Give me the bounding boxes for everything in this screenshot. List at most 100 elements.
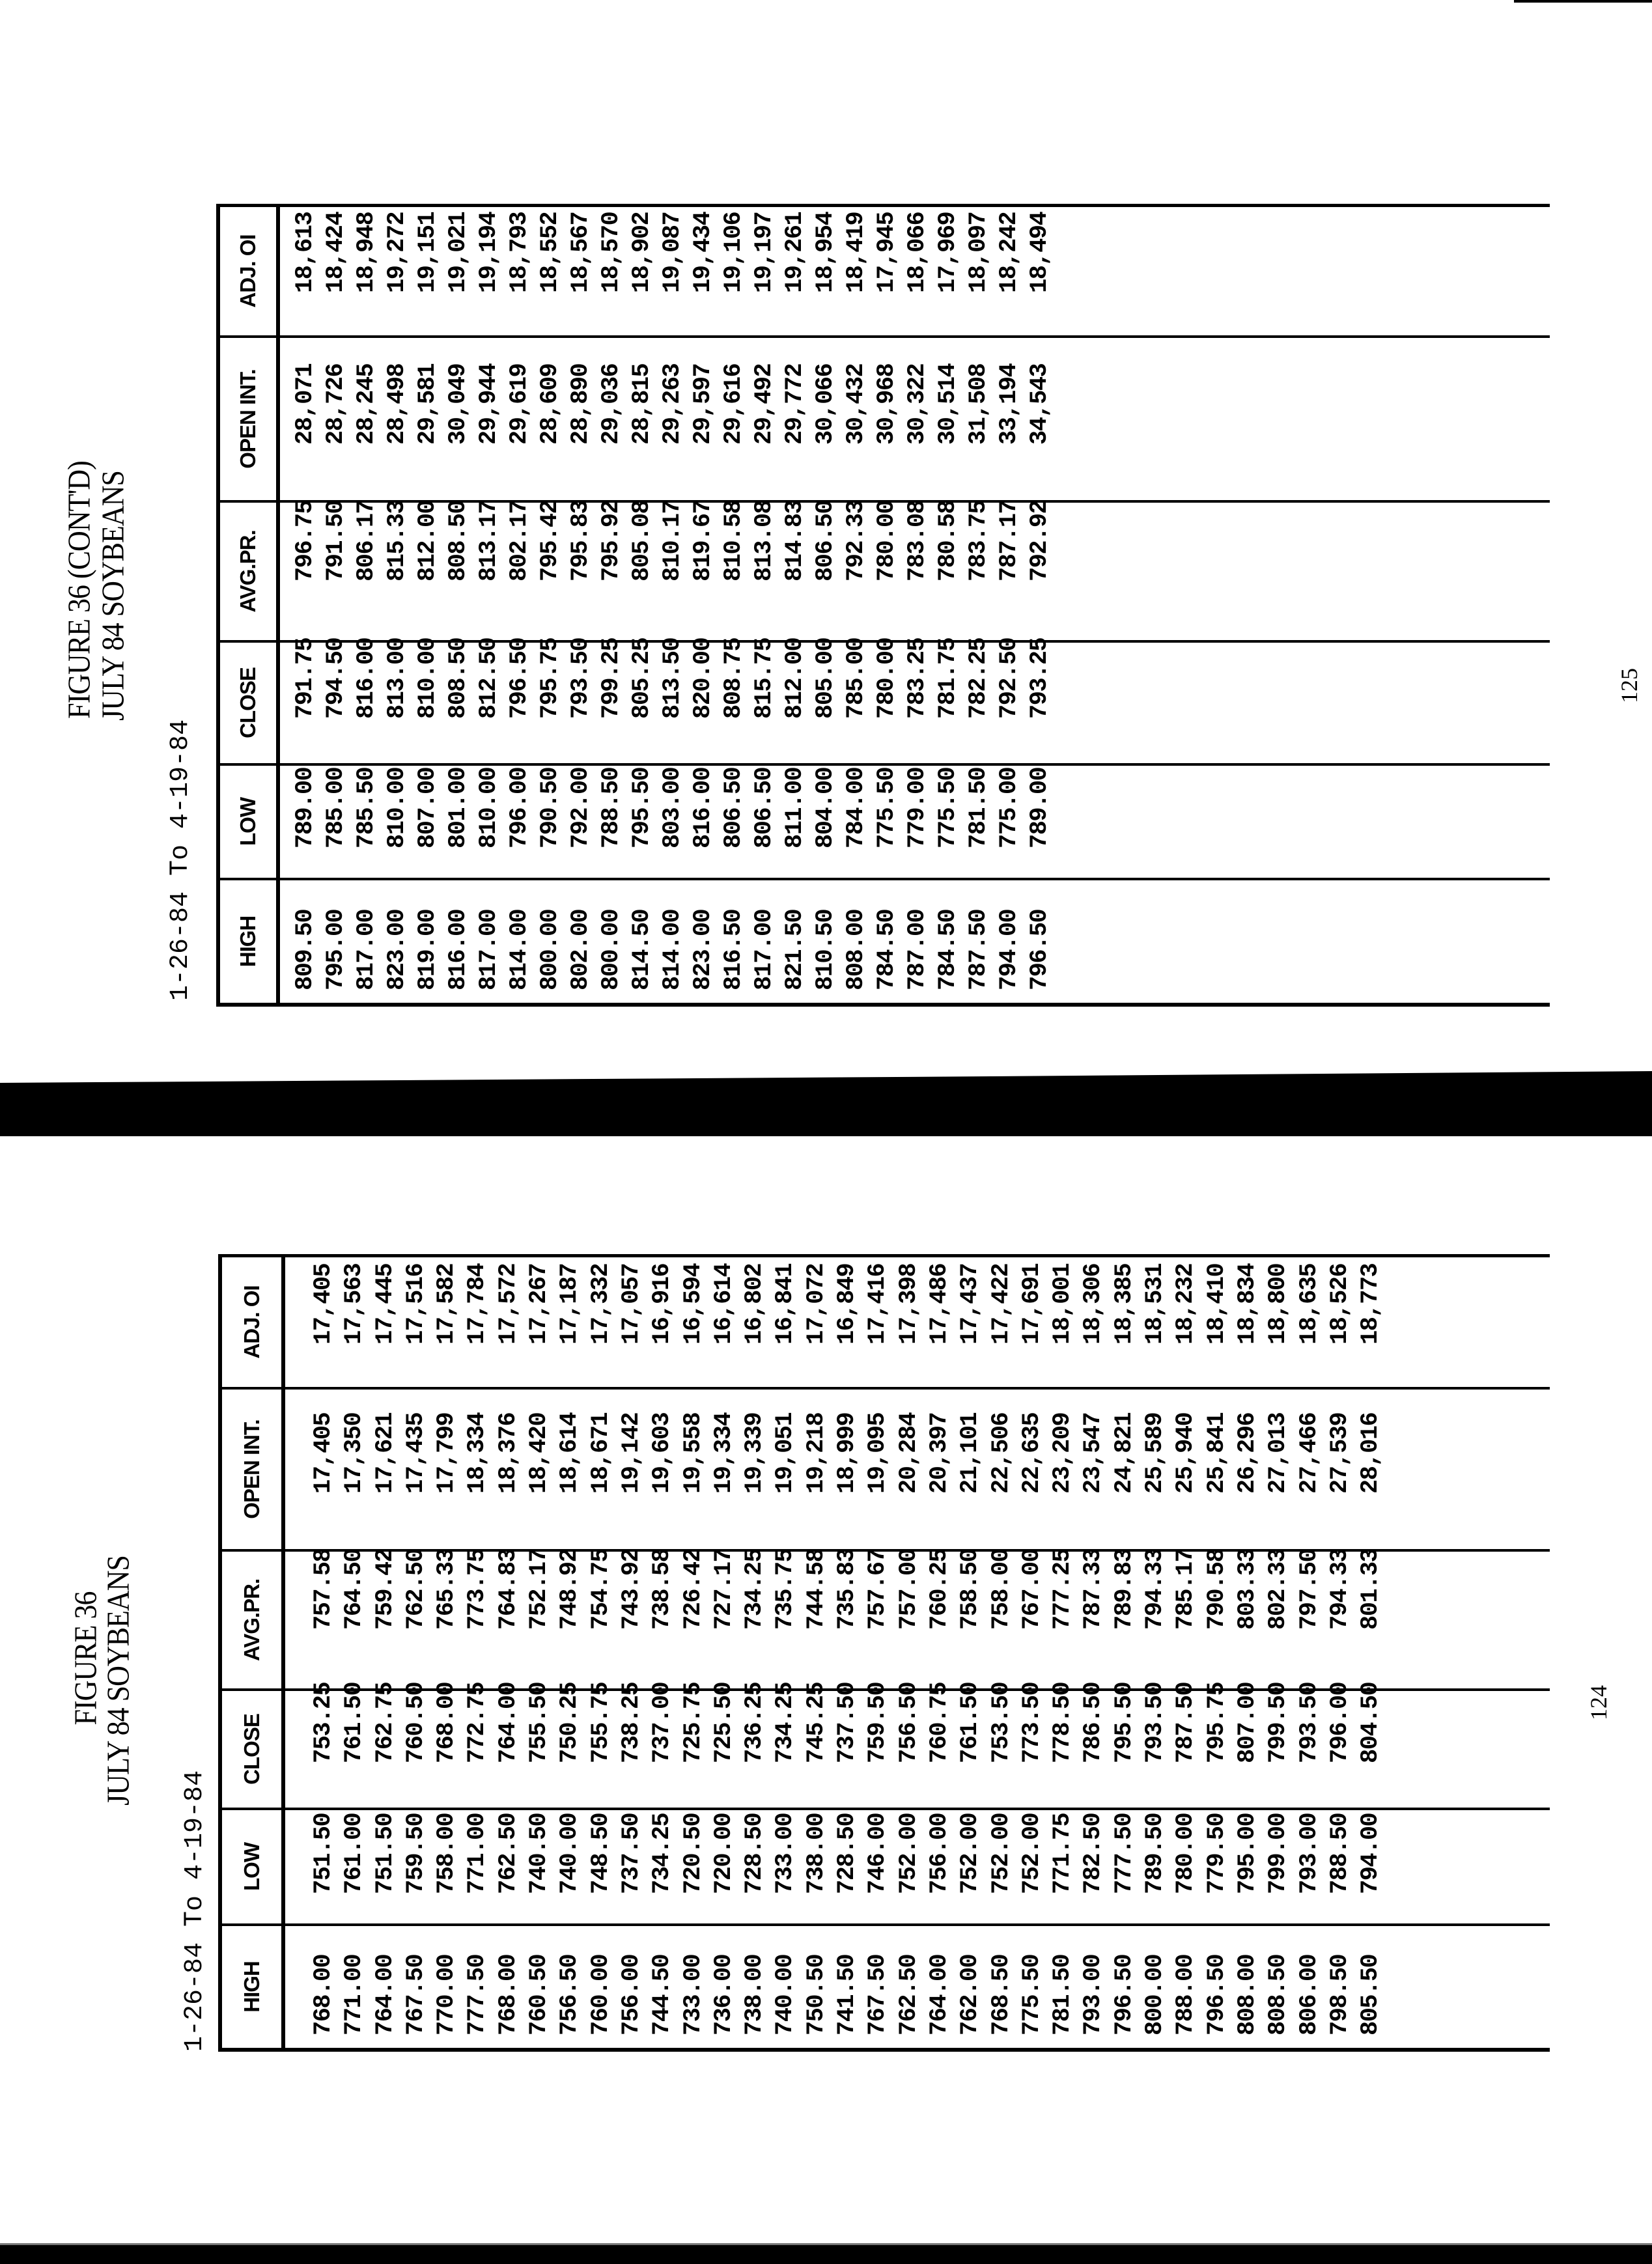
table-cell: 757.58 [310, 1548, 337, 1630]
table-cell: 18,531 [1141, 1263, 1169, 1345]
table-cell: 17,486 [925, 1263, 953, 1345]
column-header: HIGH [218, 1926, 285, 2048]
table-cell: 18,385 [1110, 1263, 1138, 1345]
table-cell: 740.00 [556, 1813, 584, 1894]
table-cell: 817.00 [353, 909, 380, 990]
table-cell: 800.00 [537, 909, 564, 990]
table-cell: 753.50 [987, 1682, 1015, 1763]
table-cell: 815.33 [384, 500, 411, 581]
table-cell: 752.00 [987, 1813, 1015, 1894]
table-cell: 18,420 [525, 1412, 553, 1494]
table-cell: 788.50 [598, 767, 625, 848]
table-cell: 738.58 [649, 1548, 677, 1630]
table-cell: 18,001 [1049, 1263, 1077, 1345]
table-cell: 797.50 [1295, 1548, 1323, 1630]
table-cell: 735.83 [833, 1548, 861, 1630]
column-header: CLOSE [218, 1691, 285, 1808]
table-cell: 19,106 [720, 212, 748, 293]
table-cell: 782.25 [965, 637, 992, 719]
table-cell: 18,552 [537, 212, 564, 293]
table-cell: 780.00 [1172, 1813, 1200, 1894]
table-cell: 18,526 [1326, 1263, 1354, 1345]
table-cell: 760.50 [402, 1682, 430, 1763]
table-cell: 777.25 [1049, 1548, 1077, 1630]
table-cell: 772.75 [464, 1682, 492, 1763]
table-cell: 19,261 [781, 212, 809, 293]
table-cell: 785.50 [353, 767, 380, 848]
table-cell: 738.00 [802, 1813, 830, 1894]
data-table: HIGH 768.00 771.00 764.00 767.50 770.00 777.50… [218, 1254, 1550, 2052]
table-cell: 808.50 [445, 500, 472, 581]
table-cell: 807.00 [414, 767, 441, 848]
table-cell: 762.50 [895, 1954, 923, 2035]
table-cell: 16,849 [833, 1263, 861, 1345]
table-cell: 30,432 [843, 363, 870, 445]
table-cell: 819.00 [414, 909, 441, 990]
table-cell: 780.00 [873, 637, 901, 719]
table-cell: 756.00 [617, 1954, 645, 2035]
table-cell: 784.50 [934, 909, 962, 990]
table-cell: 782.50 [1080, 1813, 1108, 1894]
table-cell: 767.50 [402, 1954, 430, 2035]
table-cell: 806.50 [751, 767, 778, 848]
data-table: HIGH 809.50 795.00 817.00 823.00 819.00 816.00… [216, 204, 1550, 1007]
table-cell: 29,263 [659, 363, 686, 445]
table-cell: 19,095 [864, 1412, 892, 1494]
table-cell: 761.50 [957, 1682, 985, 1763]
table-cell: 19,087 [659, 212, 686, 293]
table-cell: 752.00 [895, 1813, 923, 1894]
table-cell: 744.58 [802, 1548, 830, 1630]
table-cell: 813.00 [384, 637, 411, 719]
table-cell: 805.50 [1357, 1954, 1385, 2035]
table-cell: 20,284 [895, 1412, 923, 1494]
table-cell: 734.25 [649, 1813, 677, 1894]
table-column: ADJ. OI 18,613 18,424 18,948 19,272 19,151 19,… [216, 204, 1550, 338]
table-cell: 17,435 [402, 1412, 430, 1494]
table-cell: 738.25 [617, 1682, 645, 1763]
table-cell: 795.75 [1203, 1682, 1231, 1763]
table-cell: 795.50 [628, 767, 656, 848]
table-cell: 17,572 [494, 1263, 522, 1345]
table-cell: 29,619 [506, 363, 533, 445]
table-cell: 812.00 [781, 637, 809, 719]
table-cell: 796.75 [292, 500, 319, 581]
table-cell: 794.33 [1141, 1548, 1169, 1630]
table-cell: 19,334 [710, 1412, 738, 1494]
table-cell: 791.75 [292, 637, 319, 719]
table-cell: 18,494 [1026, 212, 1054, 293]
figure-subtitle: JULY 84 SOYBEANS [100, 1556, 136, 1806]
table-cell: 801.33 [1357, 1548, 1385, 1630]
table-cell: 805.00 [812, 637, 839, 719]
table-cell: 18,419 [843, 212, 870, 293]
table-cell: 793.00 [1295, 1813, 1323, 1894]
table-cell: 771.75 [1049, 1813, 1077, 1894]
table-cell: 753.25 [310, 1682, 337, 1763]
table-cell: 765.33 [433, 1548, 461, 1630]
table-cell: 28,245 [353, 363, 380, 445]
table-cell: 783.75 [965, 500, 992, 581]
table-cell: 803.33 [1233, 1548, 1261, 1630]
table-cell: 757.00 [895, 1548, 923, 1630]
table-cell: 18,097 [965, 212, 992, 293]
table-cell: 757.67 [864, 1548, 892, 1630]
table-cell: 777.50 [464, 1954, 492, 2035]
table-cell: 29,036 [598, 363, 625, 445]
table-cell: 19,218 [802, 1412, 830, 1494]
table-cell: 819.67 [690, 500, 717, 581]
table-cell: 785.17 [1172, 1548, 1200, 1630]
table-cell: 18,999 [833, 1412, 861, 1494]
table-cell: 738.00 [741, 1954, 769, 2035]
table-cell: 813.17 [475, 500, 503, 581]
table-column: ADJ. OI 17,405 17,563 17,445 17,516 17,582 17,… [218, 1254, 1550, 1390]
table-cell: 784.00 [843, 767, 870, 848]
table-cell: 810.00 [475, 767, 503, 848]
table-cell: 796.50 [1026, 909, 1054, 990]
table-cell: 734.25 [741, 1548, 769, 1630]
table-cell: 30,968 [873, 363, 901, 445]
table-cell: 816.50 [720, 909, 748, 990]
table-cell: 17,416 [864, 1263, 892, 1345]
table-cell: 30,066 [812, 363, 839, 445]
table-cell: 26,296 [1233, 1412, 1261, 1494]
table-cell: 17,405 [310, 1412, 337, 1494]
table-cell: 808.50 [1265, 1954, 1293, 2035]
